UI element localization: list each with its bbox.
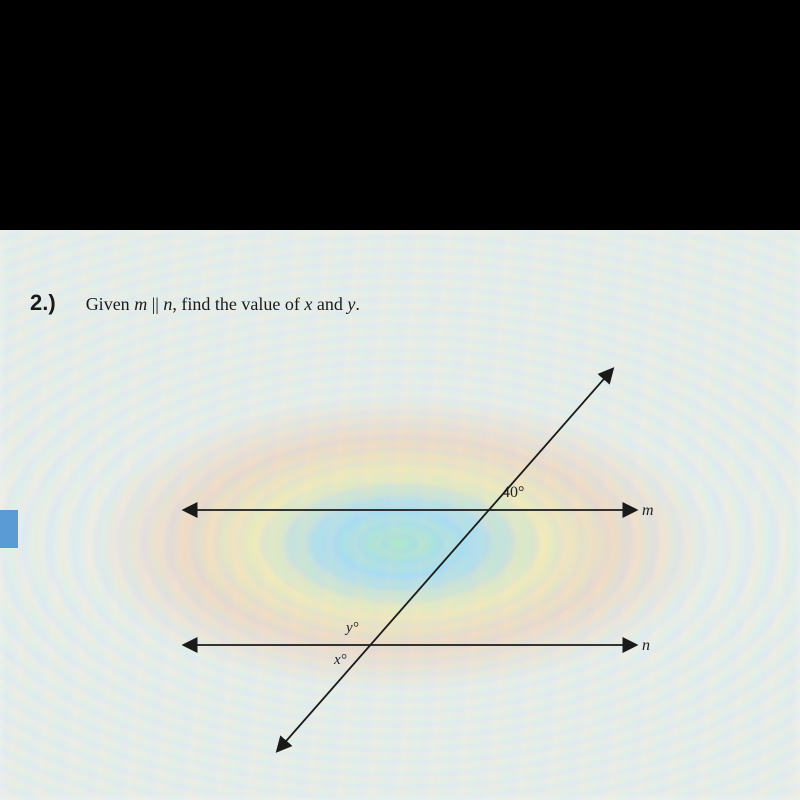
top-black-bar <box>0 0 800 230</box>
text-suffix: , find the value of <box>172 294 304 314</box>
line-n-label: n <box>642 637 650 655</box>
text-and: and <box>312 294 347 314</box>
text-period: . <box>355 294 360 314</box>
line-m-label: m <box>642 502 654 520</box>
angle-40-label: 40° <box>502 484 524 502</box>
worksheet-content: 2.) Given m || n, find the value of x an… <box>0 230 800 800</box>
angle-y-label: y° <box>346 620 359 637</box>
problem-text: Given m || n, find the value of x and y. <box>86 294 360 315</box>
geometry-diagram: 40° m n y° x° <box>150 350 670 770</box>
problem-statement: 2.) Given m || n, find the value of x an… <box>30 290 360 316</box>
var-m: m <box>134 294 147 314</box>
blue-side-tab <box>0 510 18 548</box>
diagram-svg <box>150 350 670 770</box>
angle-x-label: x° <box>334 652 347 669</box>
parallel-symbol: || <box>147 294 163 314</box>
text-prefix: Given <box>86 294 135 314</box>
problem-number: 2.) <box>30 290 56 316</box>
